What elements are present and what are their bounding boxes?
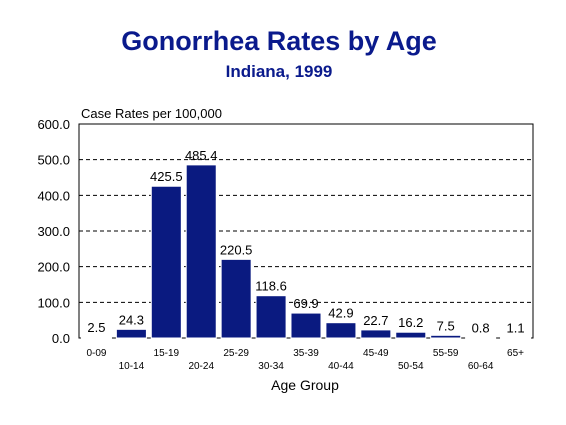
x-tick-label: 50-54 bbox=[398, 361, 424, 372]
x-tick-label: 45-49 bbox=[363, 348, 389, 359]
value-label: 42.9 bbox=[328, 306, 353, 321]
x-tick-label: 20-24 bbox=[188, 361, 214, 372]
bar bbox=[395, 331, 427, 339]
value-label: 1.1 bbox=[506, 321, 524, 336]
y-axis-label: Case Rates per 100,000 bbox=[81, 106, 222, 121]
bar bbox=[115, 328, 147, 339]
y-tick-label: 400.0 bbox=[37, 188, 70, 203]
y-tick-label: 0.0 bbox=[52, 331, 70, 346]
bar bbox=[255, 295, 287, 339]
value-label: 16.2 bbox=[398, 315, 423, 330]
y-tick-label: 500.0 bbox=[37, 153, 70, 168]
chart-title: Gonorrhea Rates by Age bbox=[121, 26, 437, 56]
bar bbox=[290, 312, 322, 339]
bar bbox=[500, 337, 532, 339]
bars bbox=[80, 164, 532, 339]
x-tick-label: 60-64 bbox=[468, 361, 494, 372]
x-tick-label: 65+ bbox=[507, 348, 524, 359]
value-label: 24.3 bbox=[119, 312, 144, 327]
x-axis-tick-labels: 0-09 10-14 15-19 20-24 25-29 30-34 35-39 40-44 4… bbox=[86, 348, 524, 372]
bar bbox=[360, 329, 392, 339]
y-axis-ticks: 0.0 100.0 200.0 300.0 400.0 500.0 600.0 bbox=[37, 117, 70, 346]
x-tick-label: 30-34 bbox=[258, 361, 284, 372]
x-tick-label: 40-44 bbox=[328, 361, 354, 372]
value-label: 2.5 bbox=[87, 320, 105, 335]
value-label: 22.7 bbox=[363, 313, 388, 328]
bar bbox=[150, 185, 182, 339]
x-tick-label: 25-29 bbox=[223, 348, 249, 359]
value-label: 7.5 bbox=[437, 318, 455, 333]
x-tick-label: 15-19 bbox=[154, 348, 180, 359]
x-tick-label: 55-59 bbox=[433, 348, 459, 359]
bar bbox=[325, 322, 357, 339]
y-tick-label: 100.0 bbox=[37, 295, 70, 310]
bar bbox=[220, 258, 252, 339]
value-label: 0.8 bbox=[472, 321, 490, 336]
y-tick-label: 600.0 bbox=[37, 117, 70, 132]
bar bbox=[465, 337, 497, 339]
y-tick-label: 300.0 bbox=[37, 224, 70, 239]
value-label: 220.5 bbox=[220, 242, 253, 257]
gridlines bbox=[79, 159, 533, 303]
chart-subtitle: Indiana, 1999 bbox=[225, 62, 333, 81]
x-tick-label: 0-09 bbox=[86, 348, 106, 359]
value-label: 425.5 bbox=[150, 169, 183, 184]
value-label: 485.4 bbox=[185, 148, 218, 163]
y-tick-label: 200.0 bbox=[37, 260, 70, 275]
value-label: 69.9 bbox=[293, 296, 318, 311]
value-label: 118.6 bbox=[255, 279, 287, 294]
bar bbox=[430, 334, 462, 339]
x-tick-label: 35-39 bbox=[293, 348, 319, 359]
x-axis-label: Age Group bbox=[271, 377, 339, 393]
x-tick-label: 10-14 bbox=[119, 361, 145, 372]
bar bbox=[185, 164, 217, 339]
bar bbox=[80, 336, 112, 339]
